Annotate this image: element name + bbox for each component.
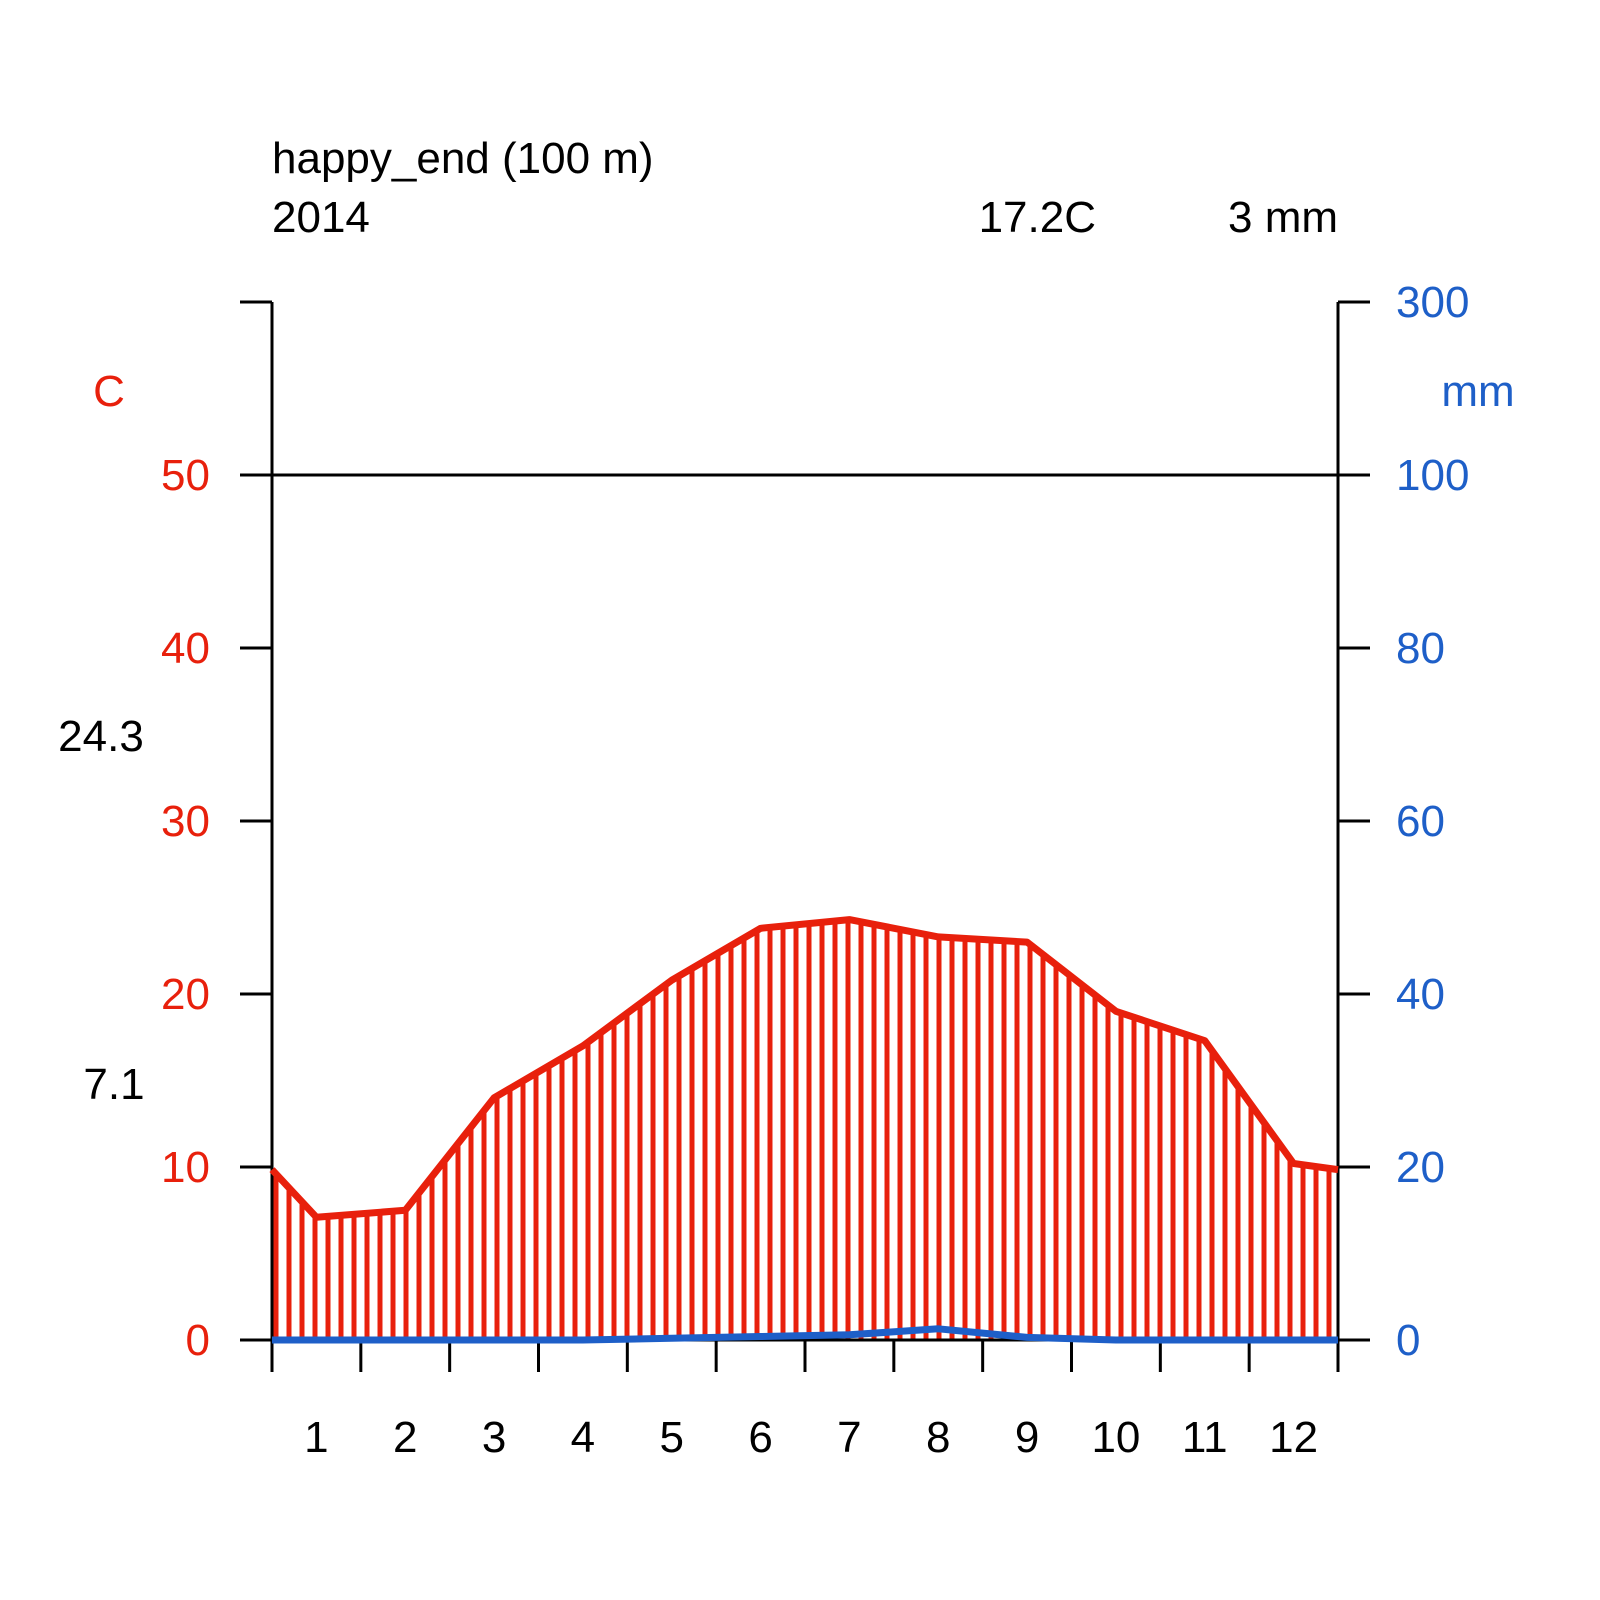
mean-temperature: 17.2C: [979, 193, 1096, 242]
right-axis-ticks: 0 20 40 60 80 100 300: [1338, 278, 1469, 1365]
right-tick-label: 20: [1396, 1143, 1445, 1192]
left-tick-label: 0: [186, 1316, 210, 1365]
left-axis-ticks: 0 10 20 30 40 50: [161, 300, 272, 1365]
x-axis-ticks: 1 2 3 4 5 6 7 8 9 10 11 12: [270, 1340, 1340, 1462]
month-label: 10: [1091, 1413, 1140, 1462]
left-tick-label: 20: [161, 970, 210, 1019]
temperature-area-hatch: [273, 919, 1332, 1340]
right-tick-label: 100: [1396, 451, 1469, 500]
right-tick-label: 80: [1396, 624, 1445, 673]
month-label: 1: [304, 1413, 328, 1462]
month-label: 3: [482, 1413, 506, 1462]
month-label: 2: [393, 1413, 417, 1462]
month-label: 7: [837, 1413, 861, 1462]
right-tick-label: 40: [1396, 970, 1445, 1019]
month-label: 11: [1182, 1413, 1228, 1462]
month-label: 9: [1015, 1413, 1039, 1462]
left-tick-label: 40: [161, 624, 210, 673]
month-label: 5: [660, 1413, 684, 1462]
right-tick-label: 60: [1396, 797, 1445, 846]
month-label: 8: [926, 1413, 950, 1462]
right-tick-label: 0: [1396, 1316, 1420, 1365]
min-temperature-label: 7.1: [83, 1060, 144, 1109]
month-label: 6: [748, 1413, 772, 1462]
annual-precipitation: 3 mm: [1228, 193, 1338, 242]
period-label: 2014: [272, 193, 370, 242]
temperature-axis-label: C: [93, 367, 125, 416]
left-tick-label: 50: [161, 451, 210, 500]
temperature-line: [269, 916, 1339, 1221]
max-temperature-label: 24.3: [58, 712, 144, 761]
month-label: 4: [571, 1413, 595, 1462]
left-tick-label: 10: [161, 1143, 210, 1192]
month-label: 12: [1269, 1413, 1318, 1462]
precipitation-line: [272, 1325, 1338, 1344]
precipitation-axis-label: mm: [1441, 367, 1514, 416]
right-tick-label: 300: [1396, 278, 1469, 327]
station-title: happy_end (100 m): [272, 134, 654, 183]
left-tick-label: 30: [161, 797, 210, 846]
